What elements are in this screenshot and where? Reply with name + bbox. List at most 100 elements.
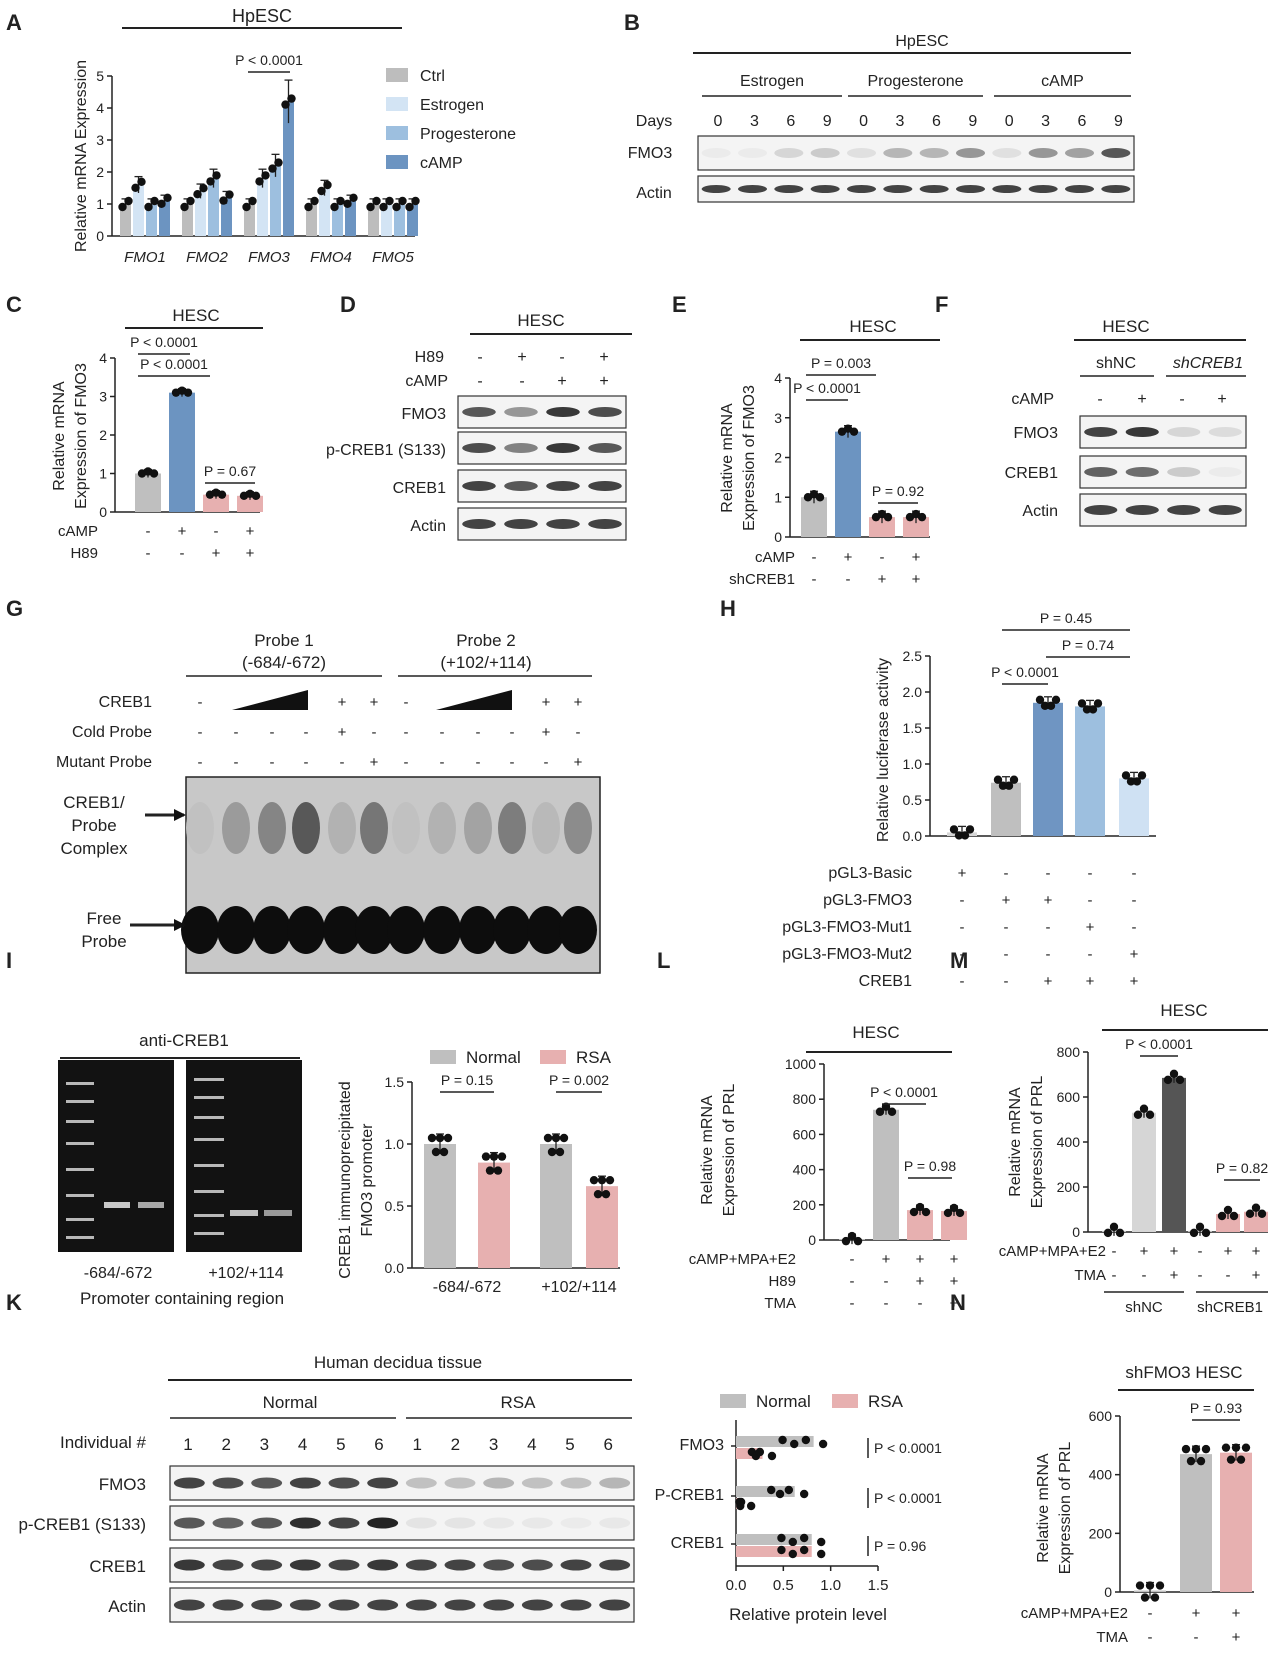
y-tick-label: 0.5 [385, 1198, 405, 1214]
y-tick-label: 0 [99, 504, 107, 520]
data-point [1132, 777, 1142, 786]
y-tick-label: 1 [774, 489, 782, 505]
sign: - [850, 1251, 855, 1268]
data-point [993, 775, 1003, 784]
sign: - [880, 549, 885, 566]
y-tick-label: 1 [96, 196, 104, 212]
y-tick-label: 2.5 [903, 648, 923, 664]
data-point [287, 94, 296, 103]
chart-title: HESC [1160, 1001, 1207, 1020]
blot-title: Human decidua tissue [314, 1353, 482, 1372]
sign: - [1198, 1267, 1203, 1284]
data-point [186, 196, 195, 206]
sign: + [178, 523, 187, 540]
y-tick-label: 600 [1089, 1408, 1113, 1424]
data-point [124, 196, 133, 206]
sign: - [510, 724, 515, 741]
data-point [242, 202, 251, 212]
data-point [1195, 1222, 1205, 1232]
legend-swatch [386, 97, 408, 111]
blot-strip [697, 175, 1135, 203]
blot-band [992, 148, 1022, 158]
blot-band [846, 148, 877, 158]
data-point [767, 1451, 777, 1461]
individual-label: 2 [221, 1435, 230, 1454]
sign: - [404, 724, 409, 741]
sign: + [1192, 1605, 1201, 1622]
data-point [799, 1533, 809, 1543]
data-point [1257, 1209, 1267, 1218]
blot-band [1028, 185, 1058, 193]
data-point [336, 196, 345, 206]
blot-band [462, 519, 496, 529]
sign: - [576, 724, 581, 741]
bar [1162, 1077, 1186, 1232]
data-point [841, 1236, 851, 1246]
y-axis-label: Expression of PRL [1057, 1442, 1074, 1575]
panel-i-gel: anti-CREB1Ctrl RSACtrl RSA-684/-672+102/… [58, 1031, 302, 1308]
y-tick-label: 0.5 [903, 792, 923, 808]
data-point [180, 202, 189, 212]
legend-label: cAMP [420, 155, 463, 172]
data-point [131, 183, 140, 192]
data-point [281, 100, 290, 109]
data-point [777, 1545, 786, 1555]
day-label: 6 [1078, 113, 1087, 130]
data-point [1175, 1075, 1185, 1085]
data-point [559, 1133, 569, 1143]
sign: - [440, 724, 445, 741]
panel-letter-N: N [950, 1290, 966, 1315]
sign: - [812, 571, 817, 588]
legend-label: Progesterone [420, 126, 516, 143]
y-tick-label: 1000 [785, 1056, 816, 1072]
blot-band [737, 185, 768, 193]
group-label: Progesterone [867, 73, 963, 90]
row-label: pGL3-FMO3 [823, 892, 912, 909]
row-label: Mutant Probe [56, 754, 152, 771]
sign: - [1088, 892, 1093, 909]
blot-band [1125, 505, 1159, 515]
y-axis-label: Relative mRNA [699, 1095, 716, 1205]
p-value: P = 0.003 [811, 355, 871, 371]
sign: - [1226, 1267, 1231, 1284]
data-point [1201, 1228, 1211, 1238]
legend-swatch [430, 1050, 456, 1064]
sign: + [844, 549, 853, 566]
data-point [427, 1133, 437, 1143]
sign: + [1170, 1243, 1179, 1260]
ladder-band [194, 1096, 224, 1099]
day-label: 0 [1005, 113, 1014, 130]
data-point [853, 1236, 863, 1246]
blot-band [560, 1477, 592, 1489]
free-probe-band [287, 906, 325, 954]
legend-label: Normal [466, 1048, 521, 1067]
gradient-wedge [232, 690, 308, 710]
sign: - [180, 545, 185, 562]
y-tick-label: 0 [1072, 1224, 1080, 1240]
y-axis-label: Expression of FMO3 [73, 363, 90, 509]
data-point [875, 1107, 885, 1116]
data-point [1169, 1069, 1179, 1079]
data-point [150, 196, 159, 206]
chart-title: HpESC [232, 6, 292, 26]
blot-strip [697, 135, 1135, 171]
data-point [137, 177, 146, 186]
bar [306, 204, 317, 236]
individual-label: 6 [374, 1435, 383, 1454]
data-point [736, 1497, 746, 1507]
y-axis-label: Expression of PRL [1029, 1076, 1046, 1209]
sign: + [1170, 1267, 1179, 1284]
blot-band [212, 1477, 244, 1489]
blot-band [483, 1517, 515, 1529]
data-point [1139, 1104, 1149, 1113]
bar [182, 204, 193, 236]
ladder-band [194, 1214, 224, 1217]
blot-band [599, 1559, 631, 1571]
legend: Ctrl Estrogen Progesterone cAMP [386, 68, 516, 172]
data-point [1140, 1593, 1150, 1602]
x-tick-label: +102/+114 [541, 1279, 616, 1296]
sign: + [1044, 892, 1053, 909]
data-point [921, 1207, 931, 1217]
blot-band [1167, 505, 1201, 515]
data-point [343, 199, 352, 208]
